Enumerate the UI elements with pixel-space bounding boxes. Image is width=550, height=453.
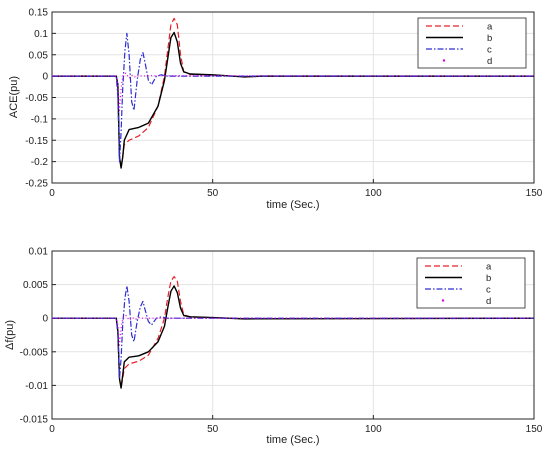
df-legend-label-a: a (486, 262, 492, 273)
ace-series-d-line (52, 72, 535, 111)
ace-y-tick-label: -0.1 (31, 114, 49, 125)
df-series (52, 275, 535, 389)
df-x-tick-label: 150 (526, 424, 543, 435)
df-chart: 0 50 100 150 0.01 0.005 0 -0.005 -0.01 -0.015 ti… (4, 247, 543, 447)
ace-legend-swatch-d (442, 59, 446, 62)
df-legend-label-b: b (486, 273, 491, 284)
ace-y-tick-label: 0.05 (29, 50, 49, 61)
ace-y-tick-label: -0.2 (31, 157, 49, 168)
df-x-axis-label: time (Sec.) (266, 434, 319, 446)
df-y-tick-label: 0.01 (29, 247, 49, 258)
ace-legend-label-d: d (487, 56, 492, 67)
df-x-tick-label: 50 (207, 424, 219, 435)
df-x-tick-label: 0 (49, 424, 55, 435)
df-legend-label-c: c (486, 285, 491, 296)
ace-y-tick-label: 0 (42, 72, 48, 83)
ace-y-tick-label: -0.05 (25, 93, 48, 104)
df-y-axis-label: Δf(pu) (4, 320, 16, 350)
ace-y-ticks: 0.15 0.1 0.05 0 -0.05 -0.1 -0.15 -0.2 -0.25 (25, 8, 56, 190)
ace-series-b-line (52, 31, 534, 169)
ace-legend-label-c: c (487, 45, 492, 56)
df-plot-area (51, 250, 535, 420)
ace-x-tick-label: 0 (49, 188, 55, 199)
ace-y-tick-label: -0.15 (25, 136, 48, 147)
ace-x-ticks: 0 50 100 150 (49, 179, 543, 199)
ace-chart: 0 50 100 150 0.15 0.1 0.05 0 -0.05 -0.1 -0.15 -0.2… (8, 8, 543, 212)
ace-y-tick-label: 0.1 (34, 29, 48, 40)
df-y-tick-label: -0.01 (25, 381, 48, 392)
df-legend-swatch-d (441, 299, 445, 302)
df-y-tick-label: -0.005 (20, 347, 49, 358)
ace-legend-label-a: a (487, 22, 493, 33)
ace-x-tick-label: 50 (207, 188, 219, 199)
df-y-tick-label: 0.005 (23, 280, 48, 291)
ace-legend-label-b: b (487, 33, 492, 44)
ace-y-tick-label: 0.15 (29, 8, 49, 19)
ace-x-axis-label: time (Sec.) (266, 199, 319, 211)
df-y-ticks: 0.01 0.005 0 -0.005 -0.01 -0.015 (20, 247, 56, 426)
ace-x-tick-label: 100 (365, 188, 382, 199)
df-x-tick-label: 100 (365, 424, 382, 435)
ace-y-axis-label: ACE(pu) (8, 76, 20, 118)
df-legend-label-d: d (486, 296, 491, 307)
ace-y-tick-label: -0.25 (25, 179, 48, 190)
df-y-tick-label: 0 (42, 314, 48, 325)
ace-legend-box (417, 17, 527, 69)
ace-x-tick-label: 150 (526, 188, 543, 199)
df-series-b-line (52, 285, 535, 389)
df-series-d-line (52, 314, 534, 346)
df-x-ticks: 0 50 100 150 (49, 415, 543, 435)
ace-series (52, 17, 535, 169)
df-legend-box (416, 257, 526, 309)
df-y-tick-label: -0.015 (20, 415, 49, 426)
df-series-c-line (52, 285, 534, 380)
